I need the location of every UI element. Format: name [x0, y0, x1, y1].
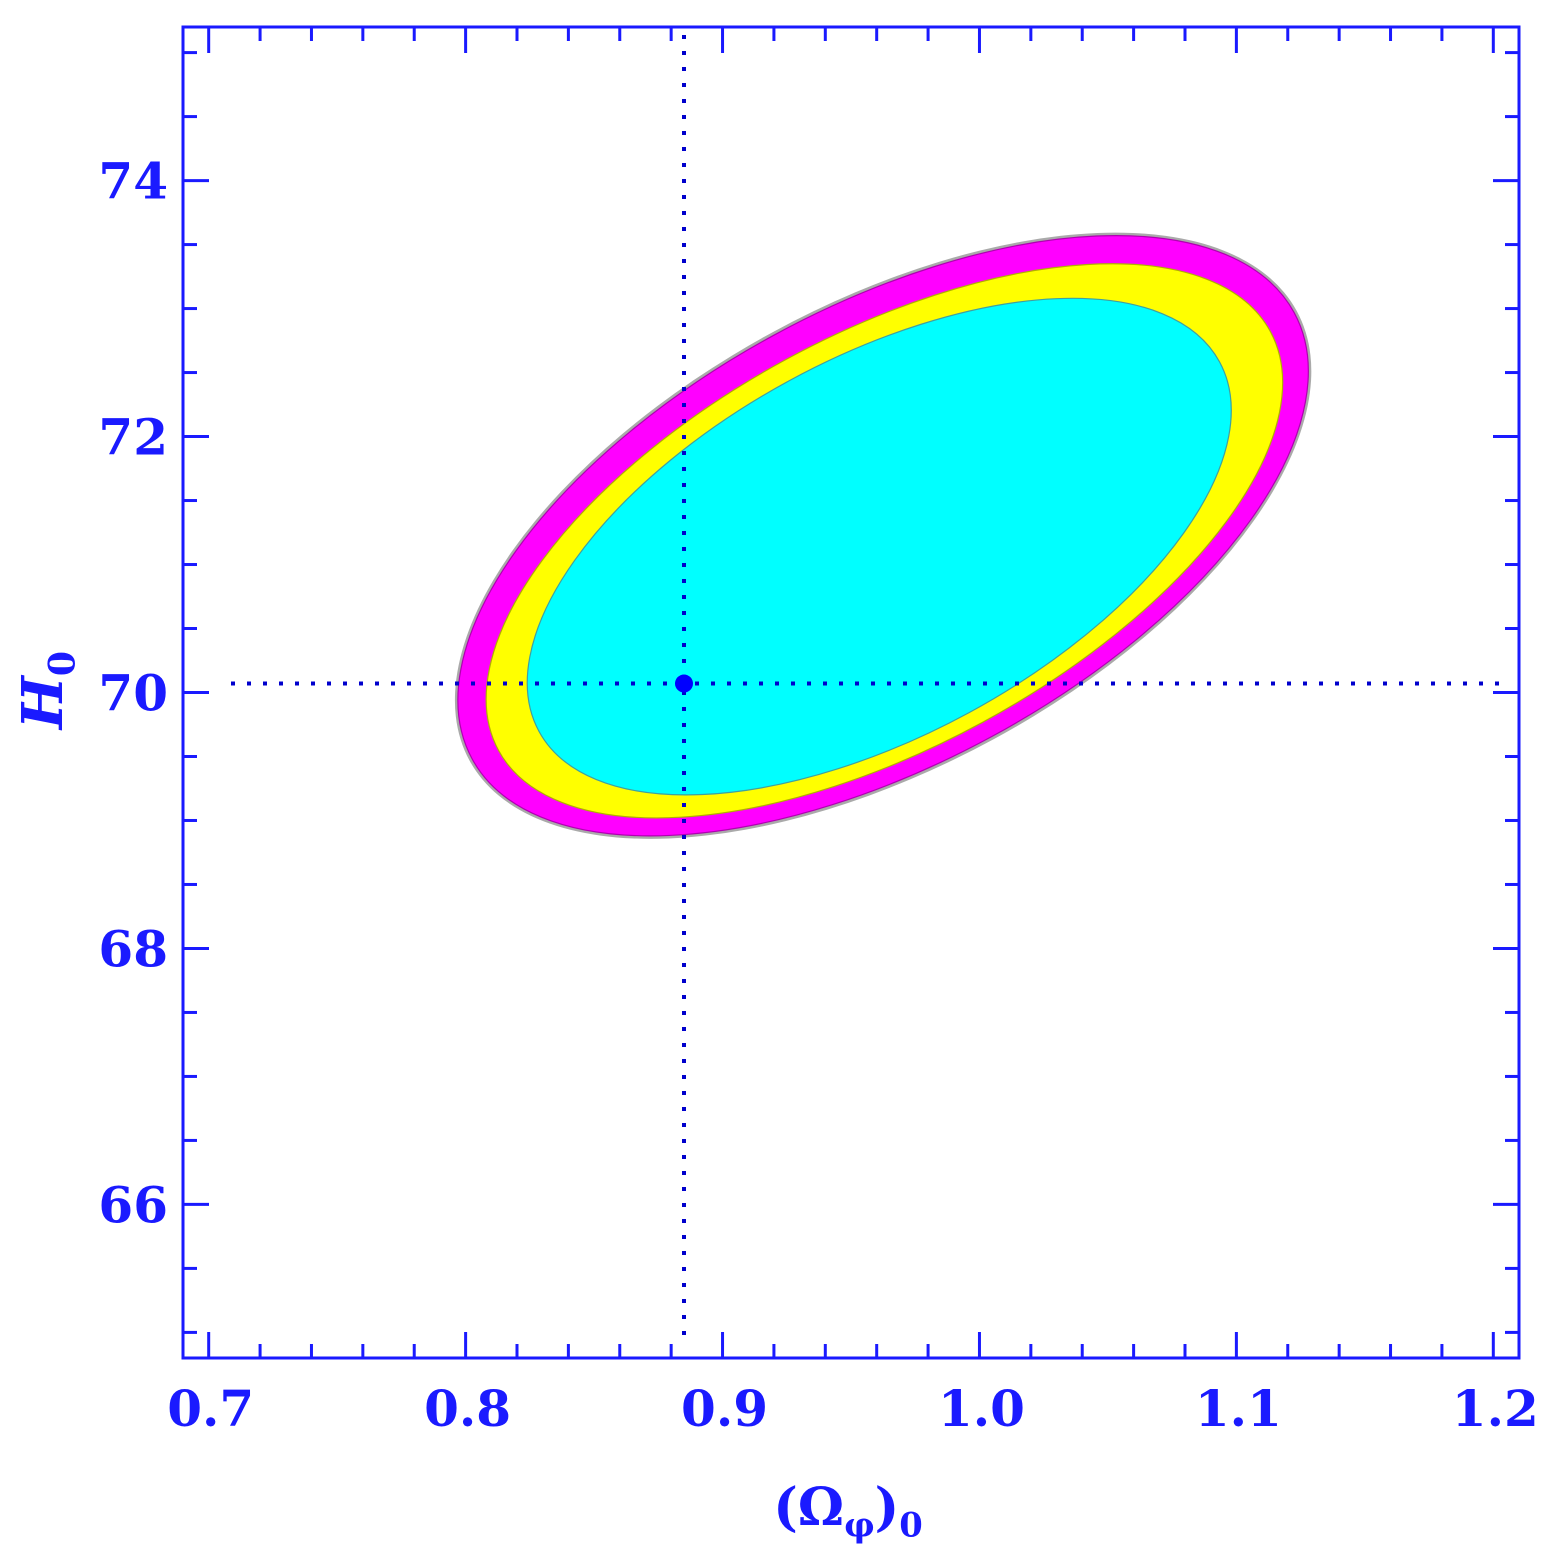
x-tick-label: 0.7	[167, 1379, 254, 1438]
x-axis-label: (Ωφ)0	[773, 1477, 923, 1544]
y-axis-ticks: 66 68 70 72 74	[98, 51, 1519, 1334]
y-tick-label: 68	[98, 919, 168, 978]
contour-regions	[454, 232, 1312, 839]
x-tick-label: 1.1	[1195, 1379, 1282, 1438]
x-tick-label: 0.8	[424, 1379, 511, 1438]
x-tick-label: 1.2	[1452, 1379, 1539, 1438]
contour-inner	[526, 297, 1232, 796]
y-axis-label: H0	[10, 651, 83, 731]
x-tick-label: 1.0	[938, 1379, 1025, 1438]
y-tick-label: 74	[98, 152, 168, 211]
best-fit-marker-layer	[675, 674, 693, 693]
x-axis-ticks: 0.7 0.8 0.9 1.0 1.1 1.2	[167, 27, 1539, 1438]
x-tick-label: 0.9	[681, 1379, 768, 1438]
y-tick-label: 66	[98, 1175, 168, 1234]
y-tick-label: 72	[98, 408, 168, 467]
y-tick-label: 70	[98, 664, 168, 723]
best-fit-point	[675, 674, 693, 693]
